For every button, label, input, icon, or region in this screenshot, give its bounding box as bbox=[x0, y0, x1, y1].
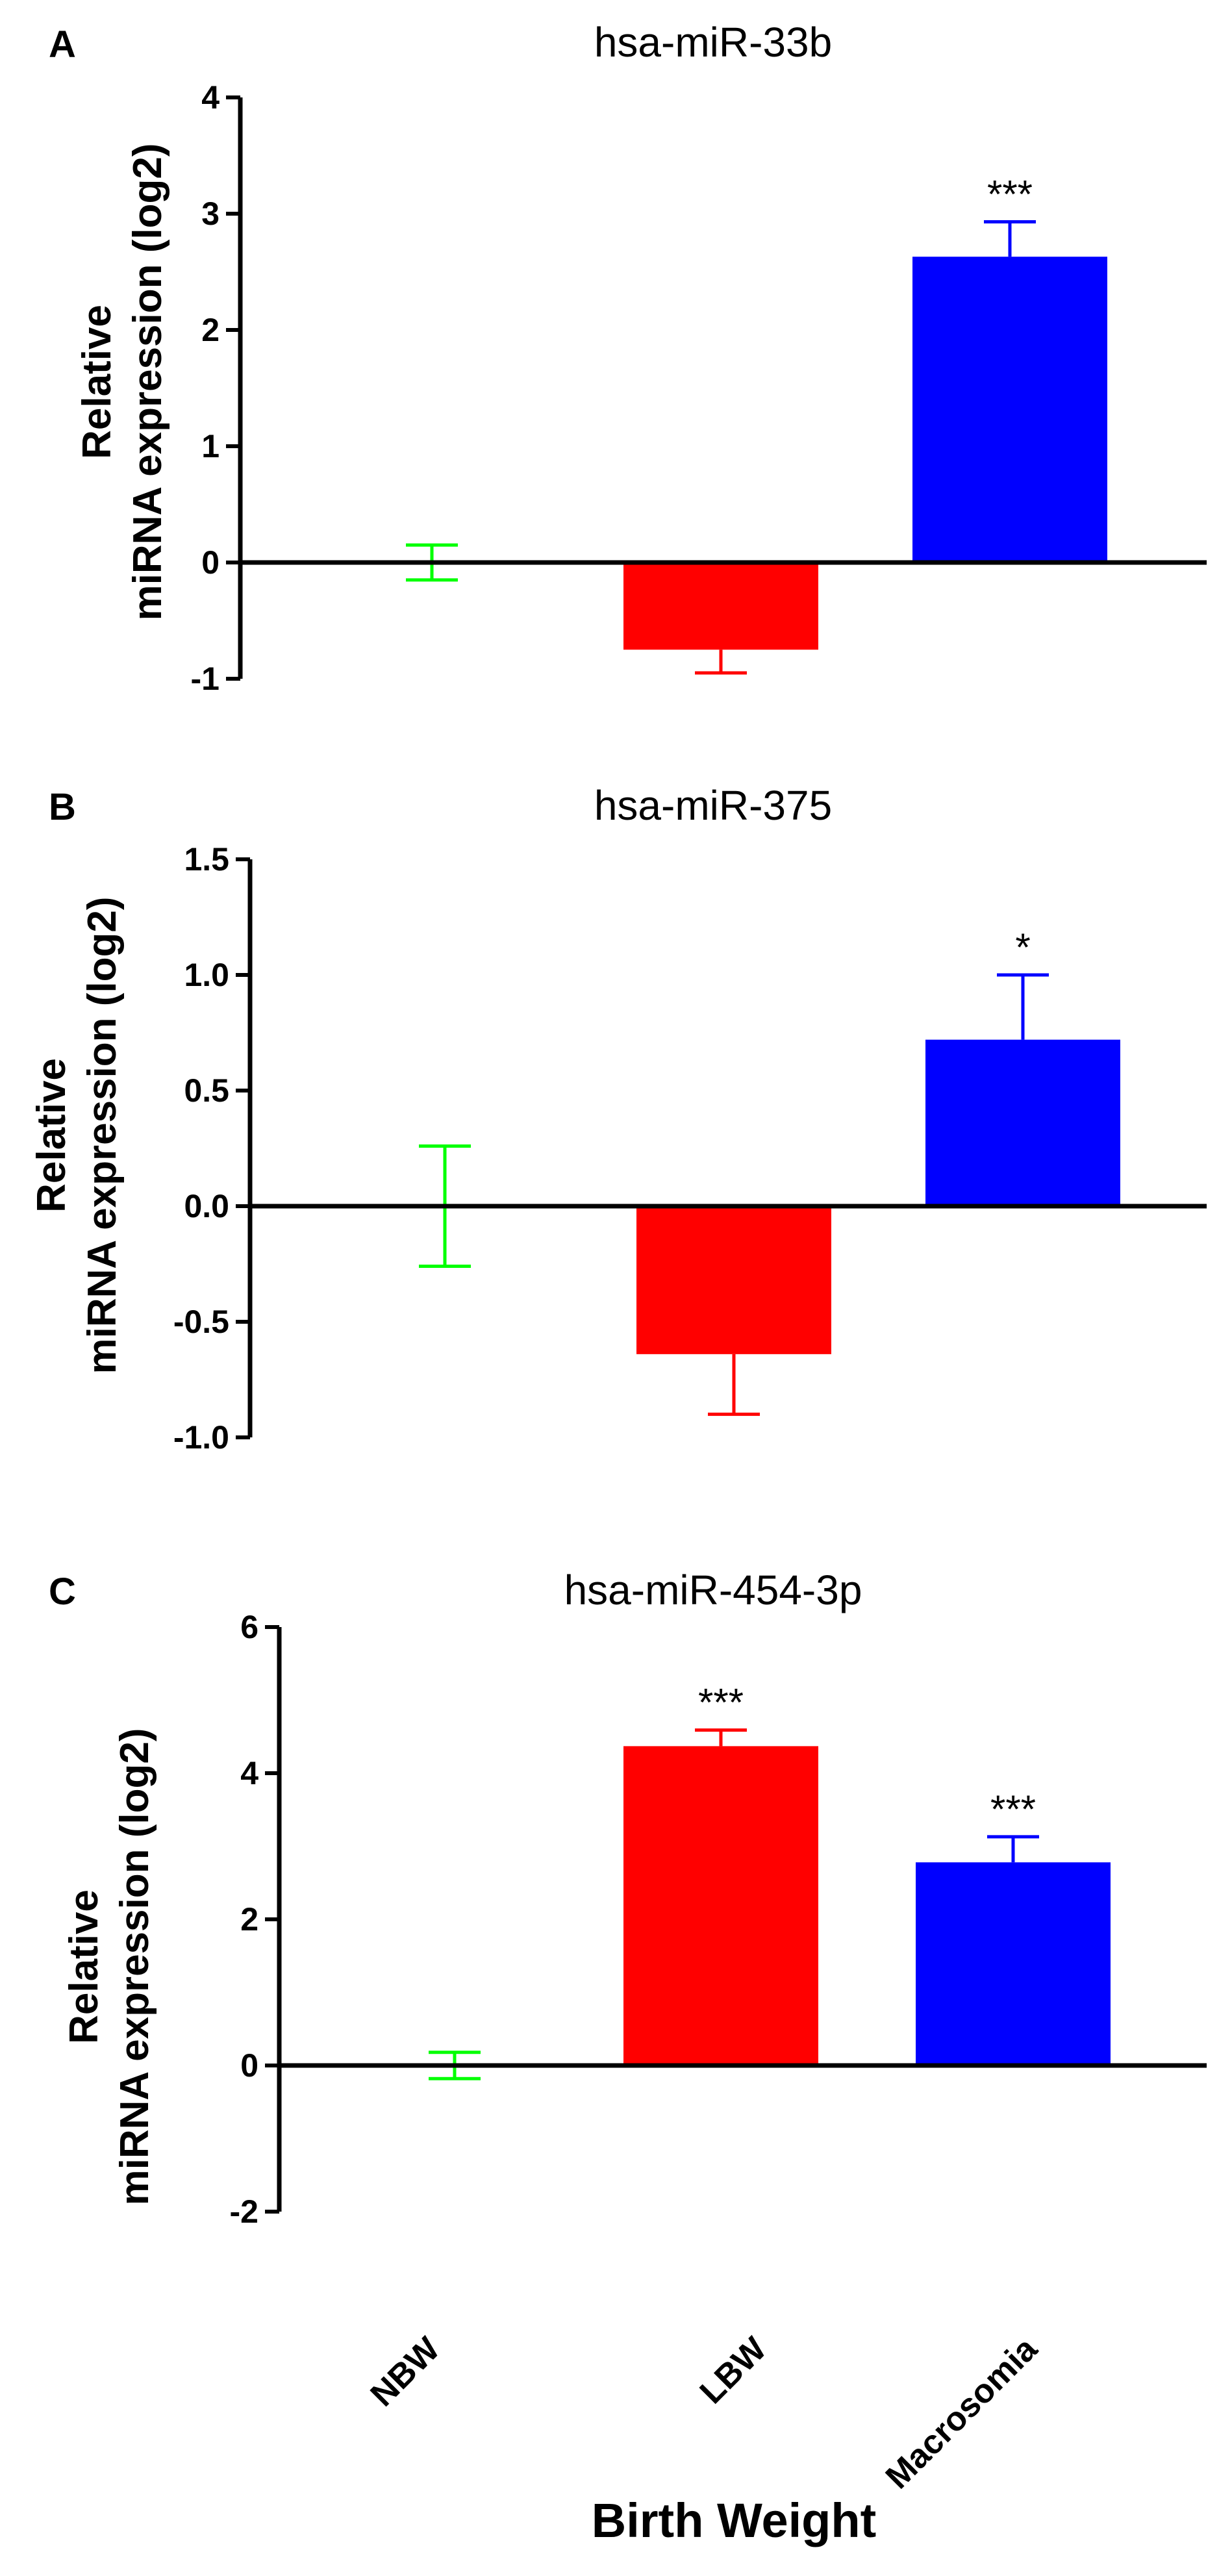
panel-b-ylabel-line2: miRNA expression (log2) bbox=[80, 897, 125, 1374]
panel-a-letter: A bbox=[49, 23, 76, 66]
panel-b-letter: B bbox=[49, 786, 76, 828]
panel-c-plot: -2 0 2 4 6 *** *** bbox=[230, 1609, 1207, 2230]
panel-c-bar-macrosomia bbox=[916, 1862, 1111, 2065]
panel-b-significance-macrosomia: * bbox=[1015, 926, 1030, 969]
panel-c-ytick-label: -2 bbox=[230, 2193, 258, 2230]
panel-a-title: hsa-miR-33b bbox=[594, 19, 832, 66]
panel-a-bar-macrosomia bbox=[912, 257, 1107, 562]
panel-a-significance-macrosomia: *** bbox=[987, 173, 1033, 216]
panel-b-bar-macrosomia bbox=[925, 1039, 1120, 1206]
category-label-nbw: NBW bbox=[364, 2330, 447, 2414]
panel-b-title: hsa-miR-375 bbox=[594, 782, 832, 829]
panel-a-ytick-label: 0 bbox=[201, 544, 220, 581]
panel-a: A hsa-miR-33b Relative miRNA expression … bbox=[49, 19, 1207, 697]
panel-b: B hsa-miR-375 Relative miRNA expression … bbox=[29, 782, 1207, 1456]
panel-b-ytick-label: -0.5 bbox=[173, 1304, 229, 1340]
panel-c-ytick-label: 4 bbox=[240, 1755, 258, 1791]
panel-b-ylabel-line1: Relative bbox=[29, 1058, 74, 1213]
panel-b-ytick-label: -1.0 bbox=[173, 1419, 229, 1456]
panel-c-significance-macrosomia: *** bbox=[990, 1787, 1036, 1831]
panel-a-ylabel-line2: miRNA expression (log2) bbox=[125, 144, 170, 621]
panel-a-bar-lbw bbox=[623, 562, 818, 650]
panel-c: C hsa-miR-454-3p Relative miRNA expressi… bbox=[49, 1567, 1207, 2230]
panel-b-ytick-label: 0.5 bbox=[184, 1072, 229, 1109]
panel-c-bar-lbw bbox=[623, 1746, 818, 2065]
panel-a-ytick-label: 4 bbox=[201, 79, 220, 116]
category-label-macrosomia: Macrosomia bbox=[879, 2330, 1045, 2496]
panel-c-ylabel-line1: Relative bbox=[62, 1889, 107, 2044]
panel-a-ytick-label: -1 bbox=[191, 661, 220, 697]
panel-c-ytick-label: 0 bbox=[240, 2047, 258, 2084]
panel-c-letter: C bbox=[49, 1571, 76, 1613]
panel-b-bar-lbw bbox=[636, 1206, 831, 1354]
panel-a-ylabel-line1: Relative bbox=[75, 305, 119, 459]
panel-a-ytick-label: 3 bbox=[201, 196, 220, 232]
panel-b-ytick-label: 1.5 bbox=[184, 841, 229, 878]
panel-c-ylabel-line2: miRNA expression (log2) bbox=[112, 1728, 157, 2206]
panel-b-ytick-label: 1.0 bbox=[184, 957, 229, 993]
panel-c-title: hsa-miR-454-3p bbox=[564, 1567, 862, 1613]
panel-c-ytick-label: 2 bbox=[240, 1901, 258, 1938]
category-label-lbw: LBW bbox=[693, 2330, 774, 2411]
x-category-labels: NBW LBW Macrosomia bbox=[364, 2330, 1046, 2496]
panel-a-plot: -1 0 1 2 3 4 *** bbox=[191, 79, 1207, 697]
panel-c-significance-lbw: *** bbox=[698, 1681, 744, 1724]
x-axis-label: Birth Weight bbox=[592, 2494, 876, 2547]
panel-b-plot: -1.0 -0.5 0.0 0.5 1.0 1.5 * bbox=[173, 841, 1207, 1456]
panel-c-ytick-label: 6 bbox=[240, 1609, 258, 1645]
panel-a-ytick-label: 1 bbox=[201, 428, 220, 464]
panel-b-ytick-label: 0.0 bbox=[184, 1188, 229, 1224]
panel-a-ytick-label: 2 bbox=[201, 312, 220, 348]
